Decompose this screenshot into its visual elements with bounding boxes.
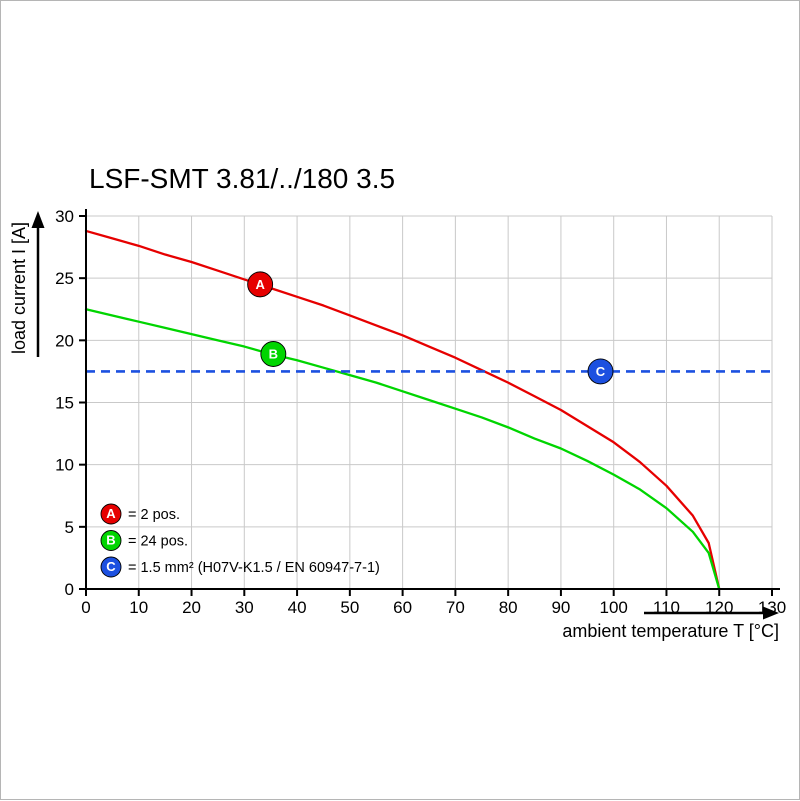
- y-tick-label: 10: [55, 456, 74, 475]
- legend-b-circle: [100, 530, 122, 551]
- marker-b-circle: [260, 341, 287, 367]
- grid-lines: [86, 215, 773, 589]
- x-tick-label: 90: [551, 598, 570, 617]
- x-tick-label: 80: [499, 598, 518, 617]
- x-tick-label: 100: [600, 598, 628, 617]
- marker-a-circle: [247, 271, 274, 298]
- axis-lines: [85, 209, 780, 590]
- x-axis-label: ambient temperature T [°C]: [562, 621, 779, 641]
- x-tick-label: 10: [129, 598, 148, 617]
- marker-c-letter: C: [596, 364, 606, 379]
- x-tick-label: 70: [446, 598, 465, 617]
- y-tick-label: 0: [65, 580, 74, 599]
- x-tick-label: 20: [182, 598, 201, 617]
- legend-b-label: = 24 pos.: [128, 534, 188, 550]
- legend-c-label: = 1.5 mm² (H07V-K1.5 / EN 60947-7-1): [128, 560, 380, 576]
- x-tick-label: 50: [340, 598, 359, 617]
- tick-labels-y: 0 5 10 15 20 25 30: [55, 207, 74, 599]
- y-axis-label: load current I [A]: [9, 222, 29, 354]
- x-tick-label: 60: [393, 598, 412, 617]
- y-tick-label: 25: [55, 269, 74, 288]
- legend: A = 2 pos. B = 24 pos. C = 1.5 mm² (H07V-K1.5…: [100, 503, 380, 578]
- x-axis-arrow: [644, 606, 779, 620]
- marker-c-circle: [587, 358, 614, 385]
- x-tick-label: 40: [288, 598, 307, 617]
- legend-a-label: = 2 pos.: [128, 507, 180, 523]
- y-tick-label: 30: [55, 207, 74, 226]
- y-tick-label: 20: [55, 331, 74, 350]
- series-a-curve: [84, 229, 721, 591]
- legend-c-letter: C: [106, 559, 116, 574]
- x-tick-label: 30: [235, 598, 254, 617]
- y-tick-label: 15: [55, 394, 74, 413]
- legend-a-letter: A: [106, 506, 116, 521]
- y-axis-arrow: [31, 211, 45, 357]
- legend-a-circle: [100, 503, 122, 525]
- legend-b-letter: B: [106, 533, 115, 548]
- axis-ticks: [79, 215, 773, 596]
- marker-a-letter: A: [255, 277, 265, 292]
- legend-c-circle: [100, 556, 122, 578]
- x-tick-label: 0: [81, 598, 90, 617]
- marker-b-letter: B: [269, 347, 278, 362]
- series-b-curve: [84, 308, 721, 591]
- chart-title: LSF-SMT 3.81/../180 3.5: [89, 163, 395, 194]
- y-tick-label: 5: [65, 518, 74, 537]
- curve-markers: A B C: [247, 271, 614, 385]
- plot-series: [84, 229, 772, 591]
